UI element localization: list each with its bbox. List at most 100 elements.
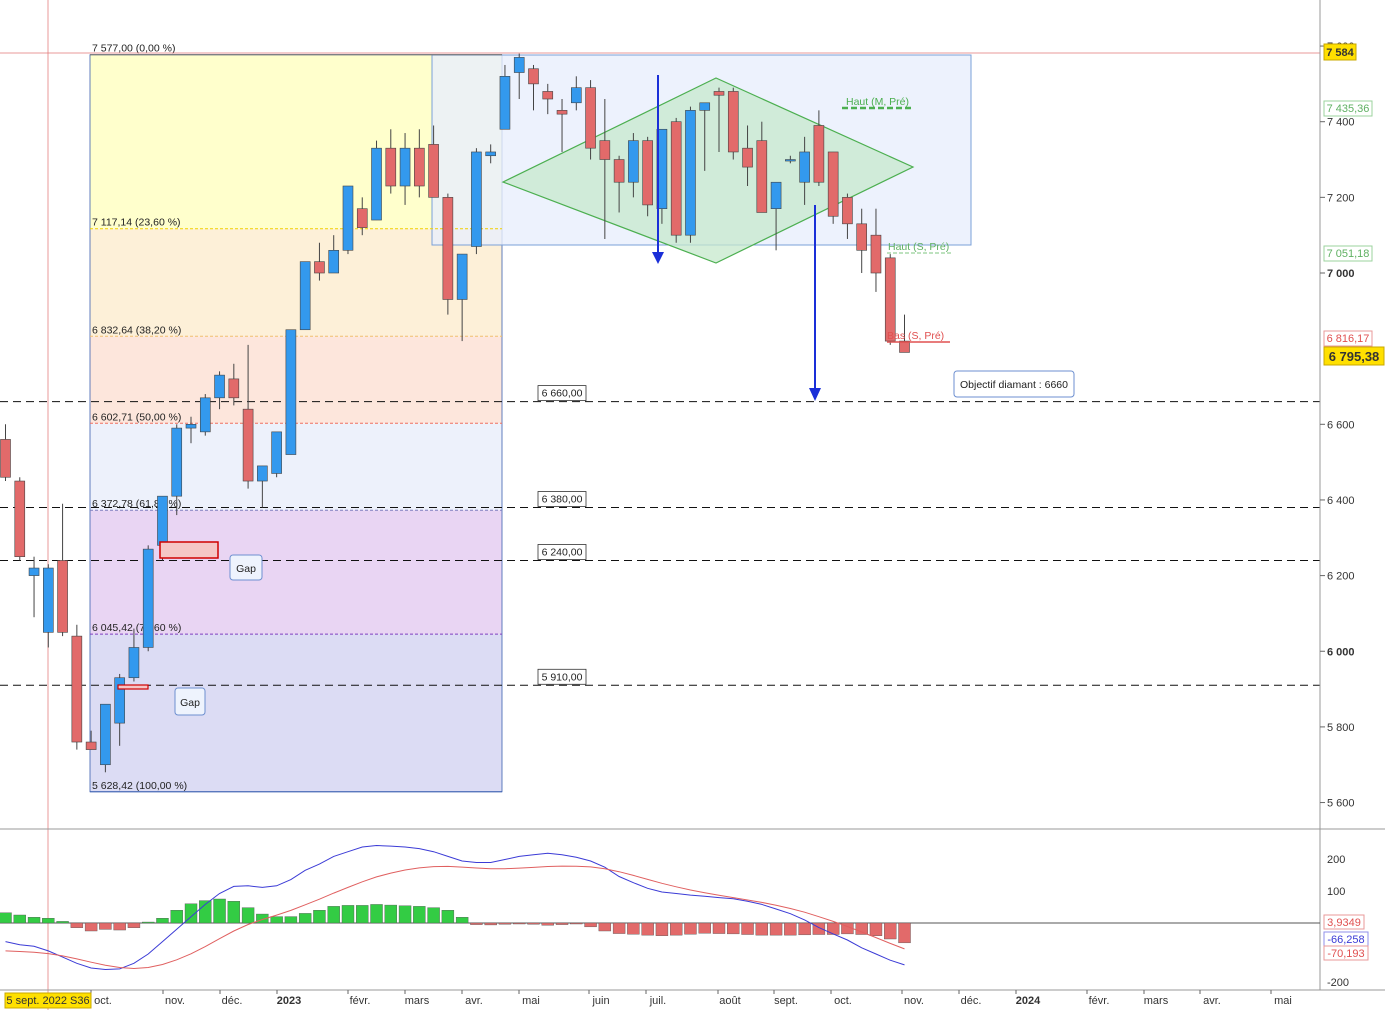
candle — [14, 477, 26, 561]
macd-signal-label: -70,193 — [1327, 948, 1364, 960]
candle — [43, 564, 54, 648]
y-tick-label: 6 000 — [1327, 646, 1355, 658]
macd-bar — [541, 922, 554, 926]
arrow-down-1 — [652, 75, 664, 264]
candle — [513, 53, 525, 100]
gap-label-2-text: Gap — [180, 697, 200, 709]
right-label-haut-m: 7 435,36 — [1323, 100, 1373, 117]
candle — [542, 83, 554, 115]
arrow-down-2 — [809, 205, 821, 401]
candle — [57, 503, 68, 637]
candle — [570, 76, 582, 111]
candle — [428, 125, 439, 198]
right-label-bas-s: 6 816,17 — [1323, 330, 1373, 347]
macd-bar — [741, 922, 754, 935]
macd-bar — [84, 922, 98, 932]
macd-bar — [413, 906, 426, 924]
candle — [185, 416, 197, 444]
x-tick-label: déc. — [961, 995, 982, 1007]
macd-bar — [170, 910, 183, 924]
candle — [28, 556, 40, 618]
macd-bar — [341, 905, 355, 924]
macd-bar — [384, 904, 397, 924]
macd-bar — [812, 922, 826, 935]
pivot-haut-m: Haut (M, Pré) — [842, 96, 912, 110]
macd-bar — [784, 922, 797, 936]
macd-bar — [655, 922, 669, 937]
fib-label: 5 628,42 (100,00 %) — [92, 780, 187, 792]
macd-bar — [498, 922, 512, 925]
macd-bar — [570, 922, 583, 925]
candle — [670, 117, 682, 243]
y-tick-label: 5 600 — [1327, 798, 1355, 810]
right-label-bas-s-text: 6 816,17 — [1327, 333, 1370, 345]
macd-bar — [484, 922, 497, 926]
x-tick-label: août — [719, 995, 740, 1007]
macd-bar — [584, 922, 597, 928]
level-label-box — [537, 668, 587, 685]
candle — [414, 129, 425, 198]
macd-bar — [884, 922, 897, 940]
x-axis: oct. nov. déc. 2023 févr. mars avr. mai juin juil… — [90, 990, 1292, 1007]
candle — [870, 208, 882, 292]
fib-label: 7 577,00 (0,00 %) — [92, 43, 175, 55]
candle — [827, 151, 839, 224]
candle — [314, 242, 325, 281]
pivot-haut-s-label: Haut (S, Pré) — [888, 241, 949, 253]
macd-bar — [56, 921, 69, 924]
macd-bar — [284, 916, 298, 924]
macd-bar — [0, 912, 12, 924]
y-axis: 5 600 5 800 6 000 6 200 6 400 6 600 7 000 7 200… — [1320, 41, 1355, 810]
macd-tick-200: 200 — [1327, 854, 1345, 866]
fib-label: 6 602,71 (50,00 %) — [92, 411, 181, 423]
fib-label: 6 045,42 (78,60 %) — [92, 622, 181, 634]
candle — [842, 193, 853, 239]
candle — [899, 314, 910, 353]
macd-bar — [270, 916, 283, 924]
candle — [799, 136, 810, 205]
candle — [485, 144, 496, 164]
macd-bar — [99, 922, 112, 930]
macd-bar — [199, 900, 212, 924]
right-label-haut-m-text: 7 435,36 — [1327, 103, 1370, 115]
right-label-last-text: 6 795,38 — [1329, 349, 1380, 364]
candle — [228, 363, 240, 406]
macd-bar — [612, 922, 626, 934]
level-label-box — [537, 544, 587, 560]
horizontal-levels: 6 660,00 6 380,00 6 240,00 5 910,00 — [0, 385, 1320, 686]
macd-bar — [313, 910, 326, 924]
macd-bar — [13, 914, 26, 924]
macd-histogram — [0, 898, 911, 944]
x-tick-label: mars — [405, 995, 430, 1007]
x-tick-label: juin — [591, 995, 609, 1007]
macd-tick-100: 100 — [1327, 886, 1345, 898]
candle — [613, 155, 625, 213]
x-tick-label: nov. — [904, 995, 924, 1007]
macd-bar — [141, 921, 155, 924]
cursor-date-label: 5 sept. 2022 S36 — [4, 992, 92, 1009]
right-label-haut-s-text: 7 051,18 — [1327, 248, 1370, 260]
level-label: 6 380,00 — [542, 494, 583, 506]
macd-bar — [213, 898, 226, 924]
x-tick-label: oct. — [94, 995, 112, 1007]
candle — [371, 140, 382, 221]
candle — [71, 624, 83, 750]
x-tick-label: mars — [1144, 995, 1169, 1007]
macd-bar — [42, 918, 55, 924]
macd-bar — [241, 907, 255, 924]
y-tick-label: 7 000 — [1327, 268, 1355, 280]
candle — [456, 253, 468, 342]
macd-bar — [712, 922, 726, 934]
gap-label-2: Gap — [174, 687, 206, 716]
macd-bar — [298, 913, 312, 924]
y-tick-label: 5 800 — [1327, 722, 1355, 734]
macd-bar — [855, 922, 868, 935]
fib-label: 7 117,14 (23,60 %) — [92, 217, 181, 229]
level-label: 6 240,00 — [542, 546, 583, 558]
macd-bar — [798, 922, 811, 936]
y-tick-label: 7 400 — [1327, 117, 1355, 129]
gap-label-1-text: Gap — [236, 563, 256, 575]
macd-bar — [370, 904, 383, 924]
x-tick-label: 2023 — [277, 995, 301, 1007]
